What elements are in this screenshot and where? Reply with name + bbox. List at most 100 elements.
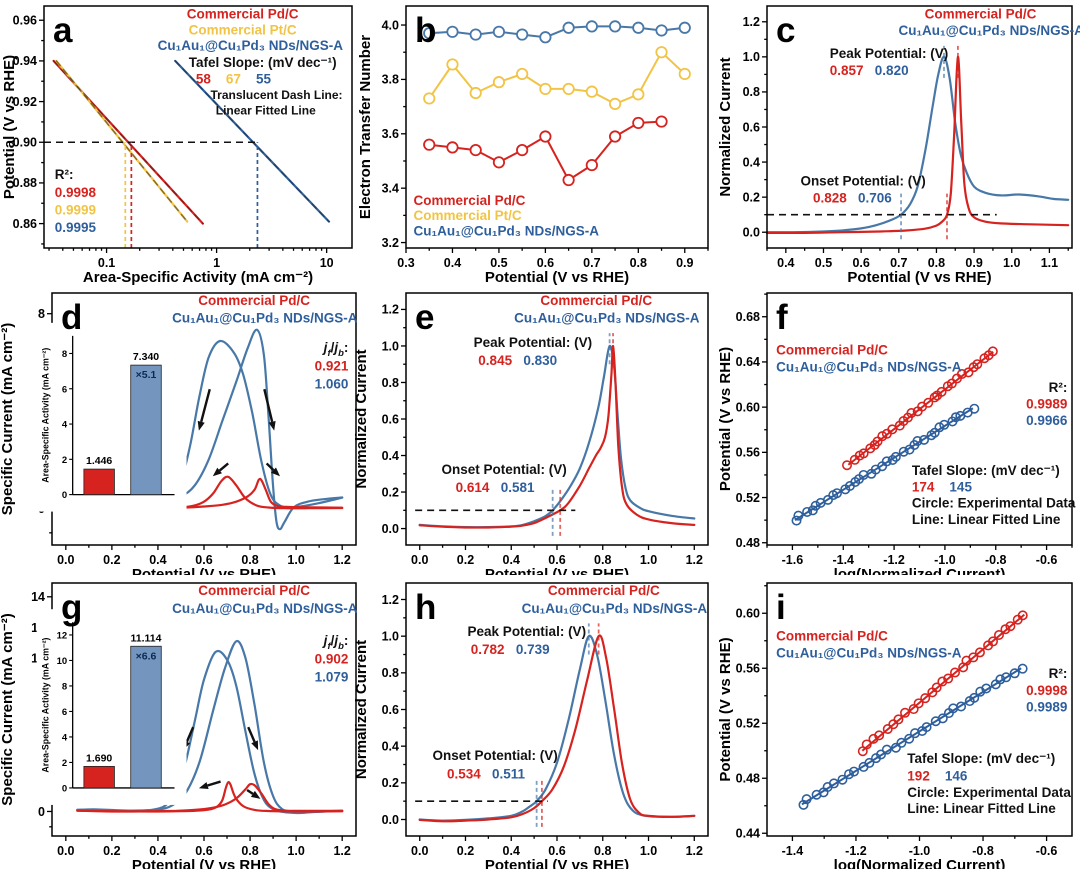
- svg-text:Cu₁Au₁@Cu₁Pd₃ NDs/NGS-A: Cu₁Au₁@Cu₁Pd₃ NDs/NGS-A: [522, 601, 708, 616]
- svg-text:Peak Potential: (V): Peak Potential: (V): [474, 335, 593, 350]
- svg-text:0.4: 0.4: [444, 256, 461, 270]
- svg-text:0.614 0.581: 0.614 0.581: [456, 480, 535, 495]
- svg-text:Potential (V vs RHE): Potential (V vs RHE): [132, 857, 276, 869]
- svg-text:0.9998: 0.9998: [1026, 683, 1068, 698]
- svg-text:0.90: 0.90: [13, 136, 37, 150]
- svg-text:Commercial Pd/C: Commercial Pd/C: [540, 293, 652, 308]
- svg-text:0.96: 0.96: [13, 14, 37, 28]
- svg-text:g: g: [61, 588, 82, 627]
- svg-text:0.60: 0.60: [736, 400, 760, 414]
- svg-text:0.92: 0.92: [13, 95, 37, 109]
- svg-text:0.8: 0.8: [630, 256, 647, 270]
- svg-text:0.6: 0.6: [195, 844, 212, 858]
- svg-text:0.64: 0.64: [736, 355, 760, 369]
- svg-text:11.114: 11.114: [131, 632, 162, 644]
- svg-text:0.4: 0.4: [777, 256, 794, 270]
- svg-text:4: 4: [62, 420, 68, 431]
- svg-text:0.7: 0.7: [890, 256, 907, 270]
- panel-e-chart: 0.0 0.2 0.4 0.6 0.8 1.0 1.2 0.0 0.2 0.4 0.6 0.8 1.0 1…: [353, 285, 720, 583]
- svg-text:0.9989: 0.9989: [1026, 700, 1067, 715]
- svg-text:R²:: R²:: [1049, 380, 1068, 395]
- svg-text:6: 6: [62, 707, 67, 718]
- svg-text:8: 8: [62, 349, 67, 360]
- svg-text:0.8: 0.8: [382, 666, 399, 680]
- svg-text:0.86: 0.86: [13, 217, 37, 231]
- svg-text:0.2: 0.2: [457, 844, 474, 858]
- svg-text:h: h: [415, 588, 436, 627]
- svg-text:6: 6: [62, 384, 67, 395]
- svg-text:Specific Current (mA cm⁻²): Specific Current (mA cm⁻²): [0, 613, 16, 805]
- svg-text:0.8: 0.8: [743, 85, 760, 99]
- svg-text:1.2: 1.2: [686, 553, 703, 567]
- svg-text:0.4: 0.4: [149, 844, 166, 858]
- svg-text:1.0: 1.0: [382, 339, 399, 353]
- svg-text:-1.4: -1.4: [832, 553, 854, 567]
- svg-text:8: 8: [38, 307, 45, 321]
- panel-f-chart: -1.6 -1.4 -1.2 -1.0 -0.8 -0.6 0.48 0.52 0.56 0.60…: [717, 285, 1080, 583]
- svg-text:1.0: 1.0: [640, 553, 657, 567]
- svg-text:Circle: Experimental Data: Circle: Experimental Data: [907, 785, 1071, 800]
- svg-text:0.4: 0.4: [503, 553, 520, 567]
- svg-text:Potential (V vs RHE): Potential (V vs RHE): [485, 269, 629, 286]
- svg-text:0.88: 0.88: [13, 176, 37, 190]
- svg-text:Area-Specific Activity (mA cm⁻: Area-Specific Activity (mA cm⁻²): [41, 348, 51, 483]
- svg-text:-0.8: -0.8: [985, 553, 1007, 567]
- svg-text:1.2: 1.2: [743, 15, 760, 29]
- svg-text:-1.2: -1.2: [883, 553, 905, 567]
- svg-text:0.0: 0.0: [57, 844, 74, 858]
- svg-text:0.0: 0.0: [57, 553, 74, 567]
- svg-text:1.446: 1.446: [86, 455, 112, 467]
- svg-text:8: 8: [62, 681, 67, 692]
- svg-text:jf/jb:: jf/jb:: [322, 633, 349, 652]
- svg-text:Cu₁Au₁@Cu₁Pd₃ NDs/NGS-A: Cu₁Au₁@Cu₁Pd₃ NDs/NGS-A: [172, 601, 358, 616]
- svg-text:Potential (V vs RHE): Potential (V vs RHE): [485, 857, 629, 869]
- svg-text:0.5: 0.5: [815, 256, 832, 270]
- svg-text:Area-Specific Activity (mA cm⁻: Area-Specific Activity (mA cm⁻²): [83, 269, 313, 286]
- svg-text:12: 12: [57, 630, 68, 641]
- svg-text:0.52: 0.52: [736, 717, 760, 731]
- svg-text:1.2: 1.2: [382, 593, 399, 607]
- svg-text:Commercial Pt/C: Commercial Pt/C: [414, 208, 522, 223]
- svg-text:Linear Fitted Line: Linear Fitted Line: [216, 103, 316, 117]
- svg-text:-1.0: -1.0: [934, 553, 956, 567]
- svg-text:0.6: 0.6: [537, 256, 554, 270]
- svg-text:-1.4: -1.4: [782, 844, 804, 858]
- svg-text:1.2: 1.2: [333, 844, 350, 858]
- svg-text:Commercial Pd/C: Commercial Pd/C: [414, 193, 526, 208]
- svg-text:0.94: 0.94: [13, 54, 37, 68]
- svg-text:Cu₁Au₁@Cu₁Pd₃ NDs/NGS-A: Cu₁Au₁@Cu₁Pd₃ NDs/NGS-A: [898, 23, 1080, 38]
- svg-text:0.902: 0.902: [315, 651, 349, 666]
- svg-text:Commercial Pt/C: Commercial Pt/C: [189, 22, 297, 37]
- svg-text:b: b: [415, 11, 436, 50]
- svg-text:0.8: 0.8: [382, 376, 399, 390]
- svg-text:0.4: 0.4: [503, 844, 520, 858]
- svg-text:0: 0: [38, 805, 45, 819]
- svg-text:Potential (V vs RHE): Potential (V vs RHE): [717, 347, 734, 491]
- svg-text:1.0: 1.0: [287, 844, 304, 858]
- svg-text:Tafel Slope: (mV dec⁻¹): Tafel Slope: (mV dec⁻¹): [907, 751, 1055, 766]
- svg-text:4: 4: [62, 732, 68, 743]
- svg-text:0.534 0.511: 0.534 0.511: [447, 766, 526, 781]
- svg-text:174 145: 174 145: [912, 480, 973, 495]
- svg-text:0.9999: 0.9999: [55, 203, 96, 218]
- svg-text:14: 14: [31, 590, 45, 604]
- panel-g-chart: 0.0 0.2 0.4 0.6 0.8 1.0 1.2 0 2 4 6 8 10 12 14 Potentia…: [0, 575, 380, 869]
- svg-text:0.6: 0.6: [195, 553, 212, 567]
- svg-text:log(Normalized Current): log(Normalized Current): [834, 857, 1006, 869]
- svg-text:0.8: 0.8: [928, 256, 945, 270]
- svg-text:Cu₁Au₁@Cu₁Pd₃ NDs/NGS-A: Cu₁Au₁@Cu₁Pd₃ NDs/NGS-A: [158, 38, 344, 53]
- svg-text:c: c: [776, 11, 795, 50]
- svg-text:Tafel Slope: (mV dec⁻¹): Tafel Slope: (mV dec⁻¹): [912, 463, 1060, 478]
- svg-text:Commercial Pd/C: Commercial Pd/C: [198, 583, 310, 598]
- svg-text:0.4: 0.4: [149, 553, 166, 567]
- svg-text:1.690: 1.690: [86, 752, 112, 764]
- svg-text:0: 0: [62, 783, 67, 794]
- svg-text:0.68: 0.68: [736, 310, 760, 324]
- svg-text:0.44: 0.44: [736, 827, 760, 841]
- svg-text:0.9: 0.9: [676, 256, 693, 270]
- svg-text:Cu₁Au₁@Cu₁Pd₃ NDs/NGS-A: Cu₁Au₁@Cu₁Pd₃ NDs/NGS-A: [414, 223, 600, 238]
- svg-text:i: i: [776, 588, 786, 627]
- svg-text:f: f: [776, 298, 788, 337]
- svg-text:0.6: 0.6: [852, 256, 869, 270]
